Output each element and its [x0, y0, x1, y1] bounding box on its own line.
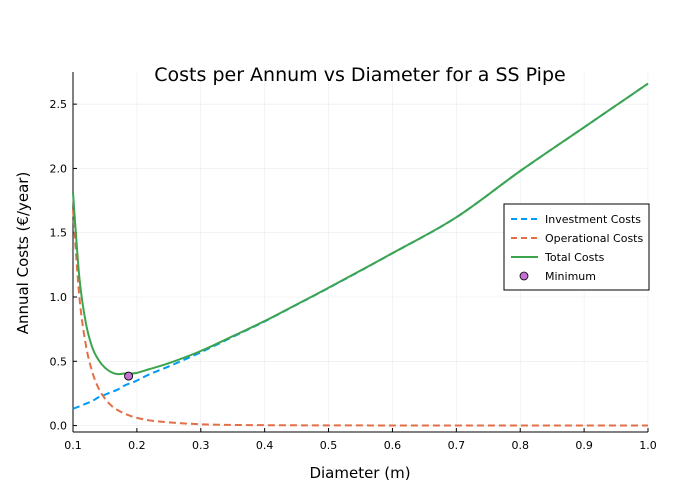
series	[72, 82, 649, 427]
x-tick-label: 0.1	[64, 439, 82, 452]
legend-label-investment: Investment Costs	[545, 213, 641, 226]
legend-label-operational: Operational Costs	[545, 232, 643, 245]
legend: Investment Costs Operational Costs Total…	[503, 203, 650, 291]
x-tick-label: 0.2	[128, 439, 146, 452]
x-tick-label: 0.6	[384, 439, 402, 452]
x-tick-label: 1.0	[639, 439, 657, 452]
x-tick-label: 0.9	[575, 439, 593, 452]
x-axis-title: Diameter (m)	[309, 464, 410, 482]
minimum-point	[124, 371, 134, 381]
total-costs-line	[72, 82, 649, 376]
y-tick-label: 2.5	[50, 98, 68, 111]
operational-costs-line	[72, 209, 648, 427]
x-tick-label: 0.3	[192, 439, 210, 452]
legend-label-minimum: Minimum	[545, 270, 596, 283]
minimum-marker-layer	[124, 371, 134, 381]
chart-title: Costs per Annum vs Diameter for a SS Pip…	[154, 64, 565, 86]
x-tick-label: 0.8	[511, 439, 529, 452]
y-axis-title: Annual Costs (€/year)	[14, 172, 32, 335]
legend-swatch-minimum	[519, 271, 529, 281]
ticks: 0.1 0.2 0.3 0.4 0.5 0.6 0.7 0.8 0.9 1.0 0.0 0.5 1.0 1…	[50, 98, 657, 452]
y-tick-label: 1.5	[50, 227, 68, 240]
y-tick-label: 0.5	[50, 355, 68, 368]
y-tick-label: 2.0	[50, 162, 68, 175]
x-tick-label: 0.7	[448, 439, 466, 452]
y-tick-label: 0.0	[50, 420, 68, 433]
x-tick-label: 0.5	[320, 439, 338, 452]
x-tick-label: 0.4	[256, 439, 274, 452]
axes	[72, 72, 648, 433]
y-tick-label: 1.0	[50, 291, 68, 304]
legend-label-total: Total Costs	[544, 251, 605, 264]
